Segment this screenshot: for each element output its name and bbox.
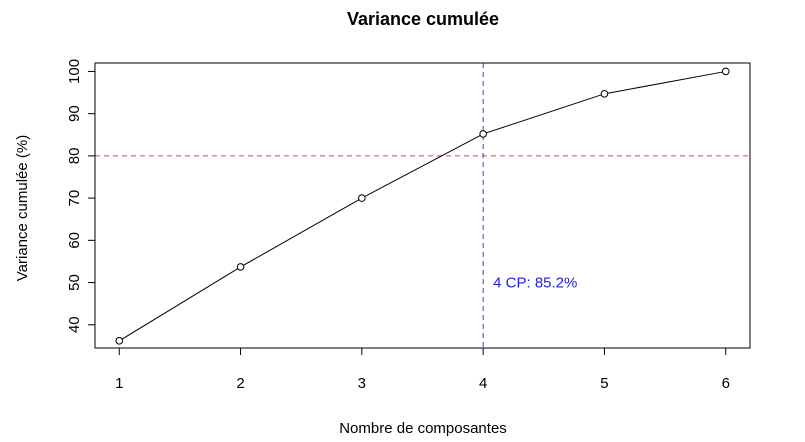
data-point [236,263,245,271]
y-tick-label: 90 [66,105,83,122]
series-line [118,70,726,342]
y-tick-label: 80 [66,148,83,165]
x-axis: 1 2 3 4 5 6 [115,348,730,392]
plot-border [94,62,751,349]
x-tick-label: 6 [722,375,730,392]
annotation-label: 4 CP: 85.2% [493,275,577,292]
chart-title: Variance cumulée [347,9,499,29]
y-tick-label: 50 [66,274,83,291]
y-axis-label: Variance cumulée (%) [14,135,31,281]
x-tick-label: 2 [236,375,244,392]
plot-area [95,63,750,348]
data-point [479,130,487,138]
x-tick-label: 4 [479,375,487,392]
x-tick-label: 5 [600,375,608,392]
x-axis-label: Nombre de composantes [339,420,507,437]
y-axis: 40 50 60 70 80 90 100 [66,59,95,333]
y-tick-label: 100 [66,59,83,84]
data-point [358,194,366,202]
data-point [115,337,124,345]
x-tick-label: 3 [358,375,366,392]
y-tick-label: 60 [66,232,83,249]
y-tick-label: 70 [66,190,83,207]
data-point [600,90,609,98]
data-point [721,67,730,76]
y-tick-label: 40 [66,316,83,333]
x-tick-label: 1 [115,375,123,392]
